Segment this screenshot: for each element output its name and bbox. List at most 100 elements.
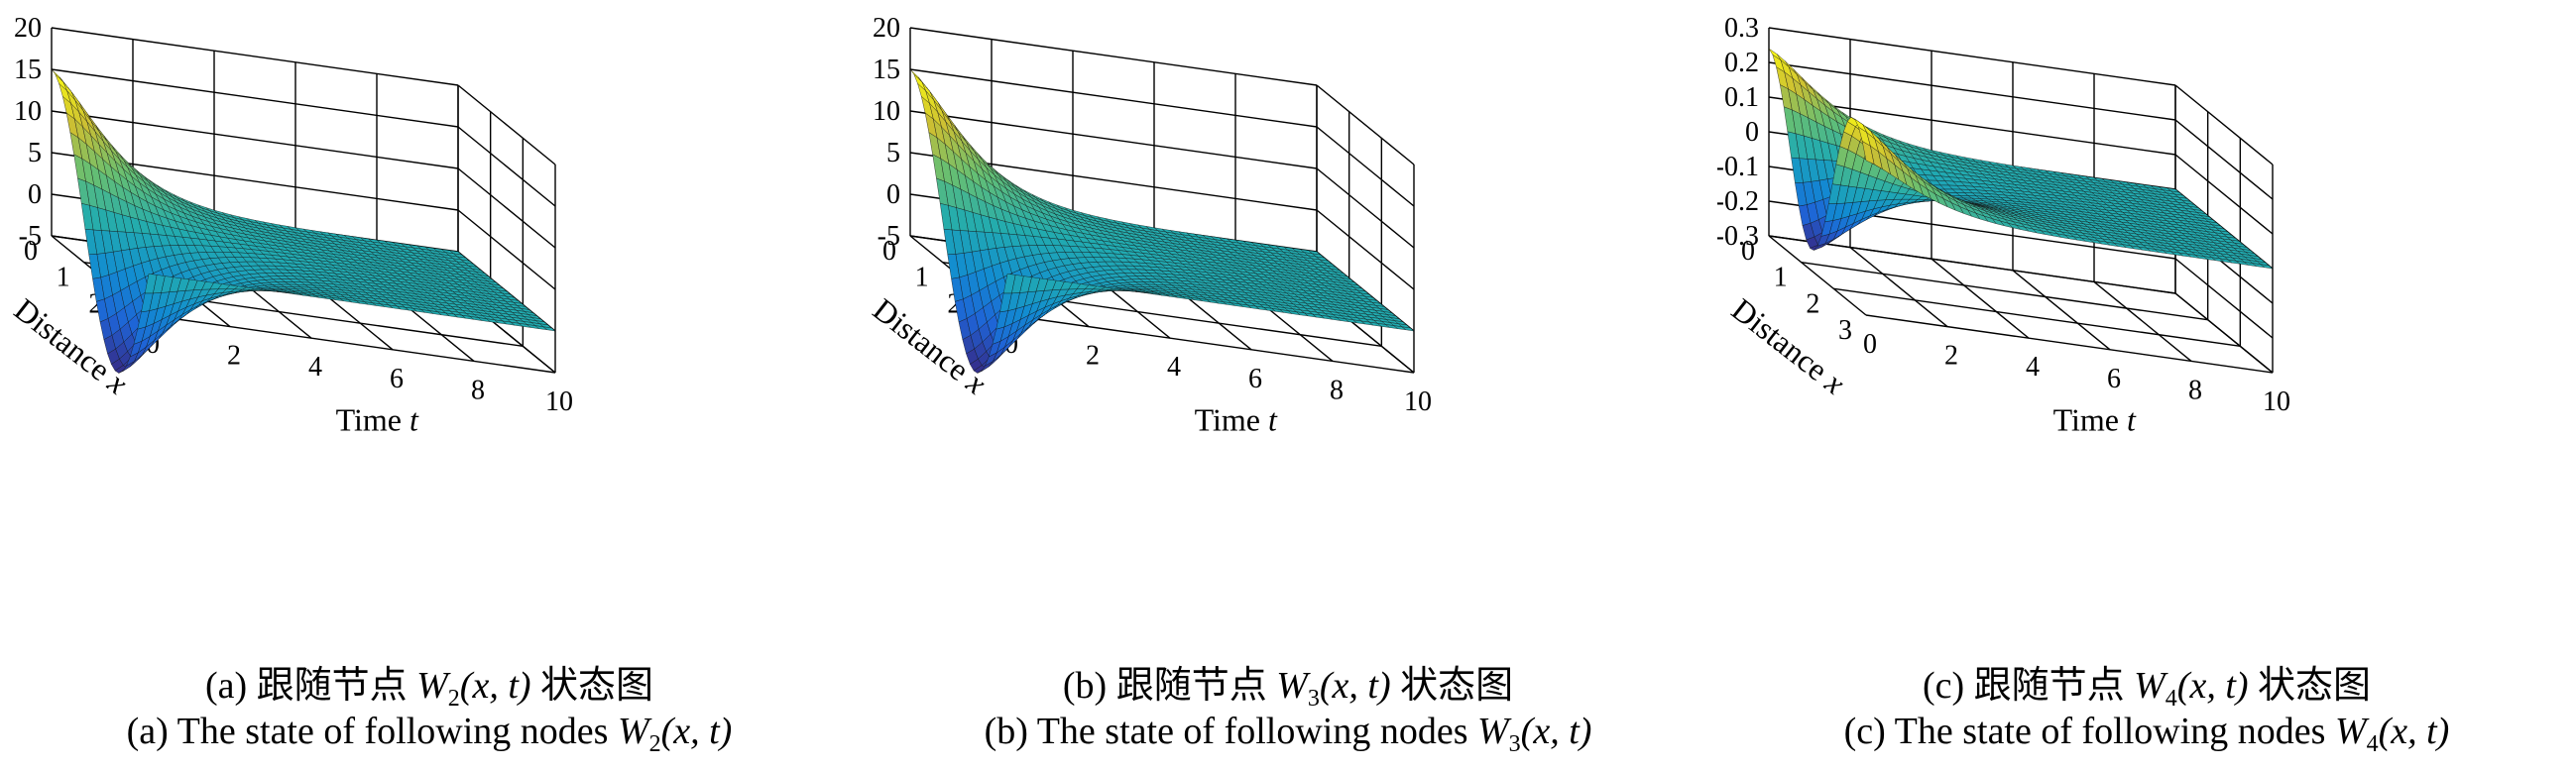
z-tick-label: -5 bbox=[19, 221, 42, 252]
grid-line bbox=[1006, 314, 1415, 374]
z-tick-label: 0 bbox=[1745, 117, 1759, 148]
x-tick-label: 6 bbox=[390, 364, 404, 394]
z-tick-label: 20 bbox=[14, 13, 42, 44]
grid-line bbox=[2174, 154, 2274, 235]
z-tick-label: -0.1 bbox=[1717, 152, 1759, 182]
z-tick-label: 5 bbox=[28, 138, 42, 168]
x-tick-label: 8 bbox=[471, 375, 485, 405]
grid-line bbox=[148, 314, 556, 374]
grid-line bbox=[51, 27, 459, 86]
x-tick-label: 2 bbox=[227, 341, 241, 372]
grid-line bbox=[1316, 209, 1415, 290]
y-axis-label-word: Distance bbox=[1725, 291, 1841, 392]
grid-line bbox=[51, 68, 459, 128]
grid-line bbox=[1768, 27, 2176, 86]
x-tick-label: 0 bbox=[1863, 329, 1877, 360]
z-tick-label: 15 bbox=[873, 55, 900, 85]
y-tick-label: 1 bbox=[57, 263, 70, 293]
grid-line bbox=[1801, 261, 2208, 321]
grid-line bbox=[1768, 61, 2176, 121]
x-axis-label-var: t bbox=[2127, 402, 2137, 438]
x-tick-label: 8 bbox=[1330, 375, 1344, 405]
grid-line bbox=[2012, 270, 2111, 351]
z-tick-label: 0 bbox=[886, 179, 900, 210]
x-tick-label: 2 bbox=[1086, 341, 1100, 372]
x-axis-label-word: Time bbox=[336, 402, 410, 438]
grid-line bbox=[2174, 258, 2274, 339]
grid-line bbox=[2174, 292, 2274, 374]
x-tick-label: 8 bbox=[2188, 375, 2202, 405]
z-tick-label: 5 bbox=[886, 138, 900, 168]
x-tick-label: 4 bbox=[2026, 352, 2040, 383]
grid-line bbox=[457, 209, 556, 290]
z-tick-label: 0.3 bbox=[1724, 13, 1759, 44]
grid-line bbox=[1849, 247, 1948, 328]
grid-line bbox=[909, 110, 1318, 169]
grid-line bbox=[1316, 167, 1415, 249]
x-tick-label: 4 bbox=[308, 352, 322, 383]
x-axis-label-word: Time bbox=[2053, 402, 2127, 438]
x-tick-label: 10 bbox=[2263, 386, 2290, 417]
y-tick-label: 1 bbox=[915, 263, 929, 293]
surface-patch bbox=[542, 326, 556, 332]
x-axis-label-word: Time bbox=[1195, 402, 1268, 438]
z-tick-label: 20 bbox=[873, 13, 900, 44]
x-axis-label: Time t bbox=[1195, 402, 1278, 438]
x-axis-label-var: t bbox=[1268, 402, 1278, 438]
grid-line bbox=[2093, 280, 2192, 362]
x-axis-label: Time t bbox=[2053, 402, 2137, 438]
z-tick-label: 10 bbox=[873, 96, 900, 127]
y-tick-label: 1 bbox=[1774, 263, 1788, 293]
grid-line bbox=[2174, 84, 2274, 165]
x-axis-label-var: t bbox=[410, 402, 419, 438]
y-tick-label: 0 bbox=[882, 236, 896, 267]
caption-cn-a: (a) 跟随节点 W2(x, t) 状态图 bbox=[204, 665, 654, 712]
x-tick-label: 2 bbox=[1944, 341, 1958, 372]
grid-line bbox=[457, 167, 556, 249]
caption-cn-b: (b) 跟随节点 W3(x, t) 状态图 bbox=[1062, 665, 1514, 712]
x-axis-label: Time t bbox=[336, 402, 419, 438]
grid-line bbox=[1833, 287, 2241, 348]
caption-en-c: (c) The state of following nodes W4(x, t… bbox=[1843, 711, 2450, 757]
z-tick-label: -0.2 bbox=[1717, 186, 1759, 217]
y-tick-label: 0 bbox=[1741, 236, 1755, 267]
grid-line bbox=[909, 27, 1318, 86]
x-tick-label: 6 bbox=[2107, 364, 2121, 394]
grid-line bbox=[51, 110, 459, 169]
grid-line bbox=[1931, 258, 2030, 339]
z-tick-label: 0 bbox=[28, 179, 42, 210]
grid-line bbox=[1768, 235, 1867, 316]
z-tick-label: -5 bbox=[878, 221, 900, 252]
surface-patch bbox=[2260, 264, 2274, 270]
surface bbox=[1768, 48, 2274, 270]
grid-line bbox=[2174, 119, 2274, 200]
grid-line bbox=[1316, 126, 1415, 207]
grid-line bbox=[1768, 235, 2176, 294]
y-axis-label: Distance x bbox=[1725, 291, 1852, 401]
grid-line bbox=[1316, 84, 1415, 165]
z-tick-label: 0.1 bbox=[1724, 82, 1759, 113]
x-tick-label: 4 bbox=[1167, 352, 1181, 383]
caption-en-a: (a) The state of following nodes W2(x, t… bbox=[126, 711, 733, 757]
y-tick-label: 0 bbox=[24, 236, 38, 267]
grid-line bbox=[909, 68, 1318, 128]
x-tick-label: 6 bbox=[1248, 364, 1262, 394]
caption-cn-c: (c) 跟随节点 W4(x, t) 状态图 bbox=[1922, 665, 2372, 712]
grid-line bbox=[1865, 314, 2274, 374]
y-tick-label: 3 bbox=[1838, 315, 1852, 346]
grid-line bbox=[457, 126, 556, 207]
grid-line bbox=[1768, 96, 2176, 156]
caption-en-b: (b) The state of following nodes W3(x, t… bbox=[984, 711, 1592, 757]
surface-patch bbox=[1401, 326, 1415, 332]
grid-line bbox=[457, 84, 556, 165]
x-tick-label: 10 bbox=[545, 386, 573, 417]
z-tick-label: 0.2 bbox=[1724, 48, 1759, 78]
surface bbox=[909, 68, 1415, 374]
z-tick-label: 15 bbox=[14, 55, 42, 85]
